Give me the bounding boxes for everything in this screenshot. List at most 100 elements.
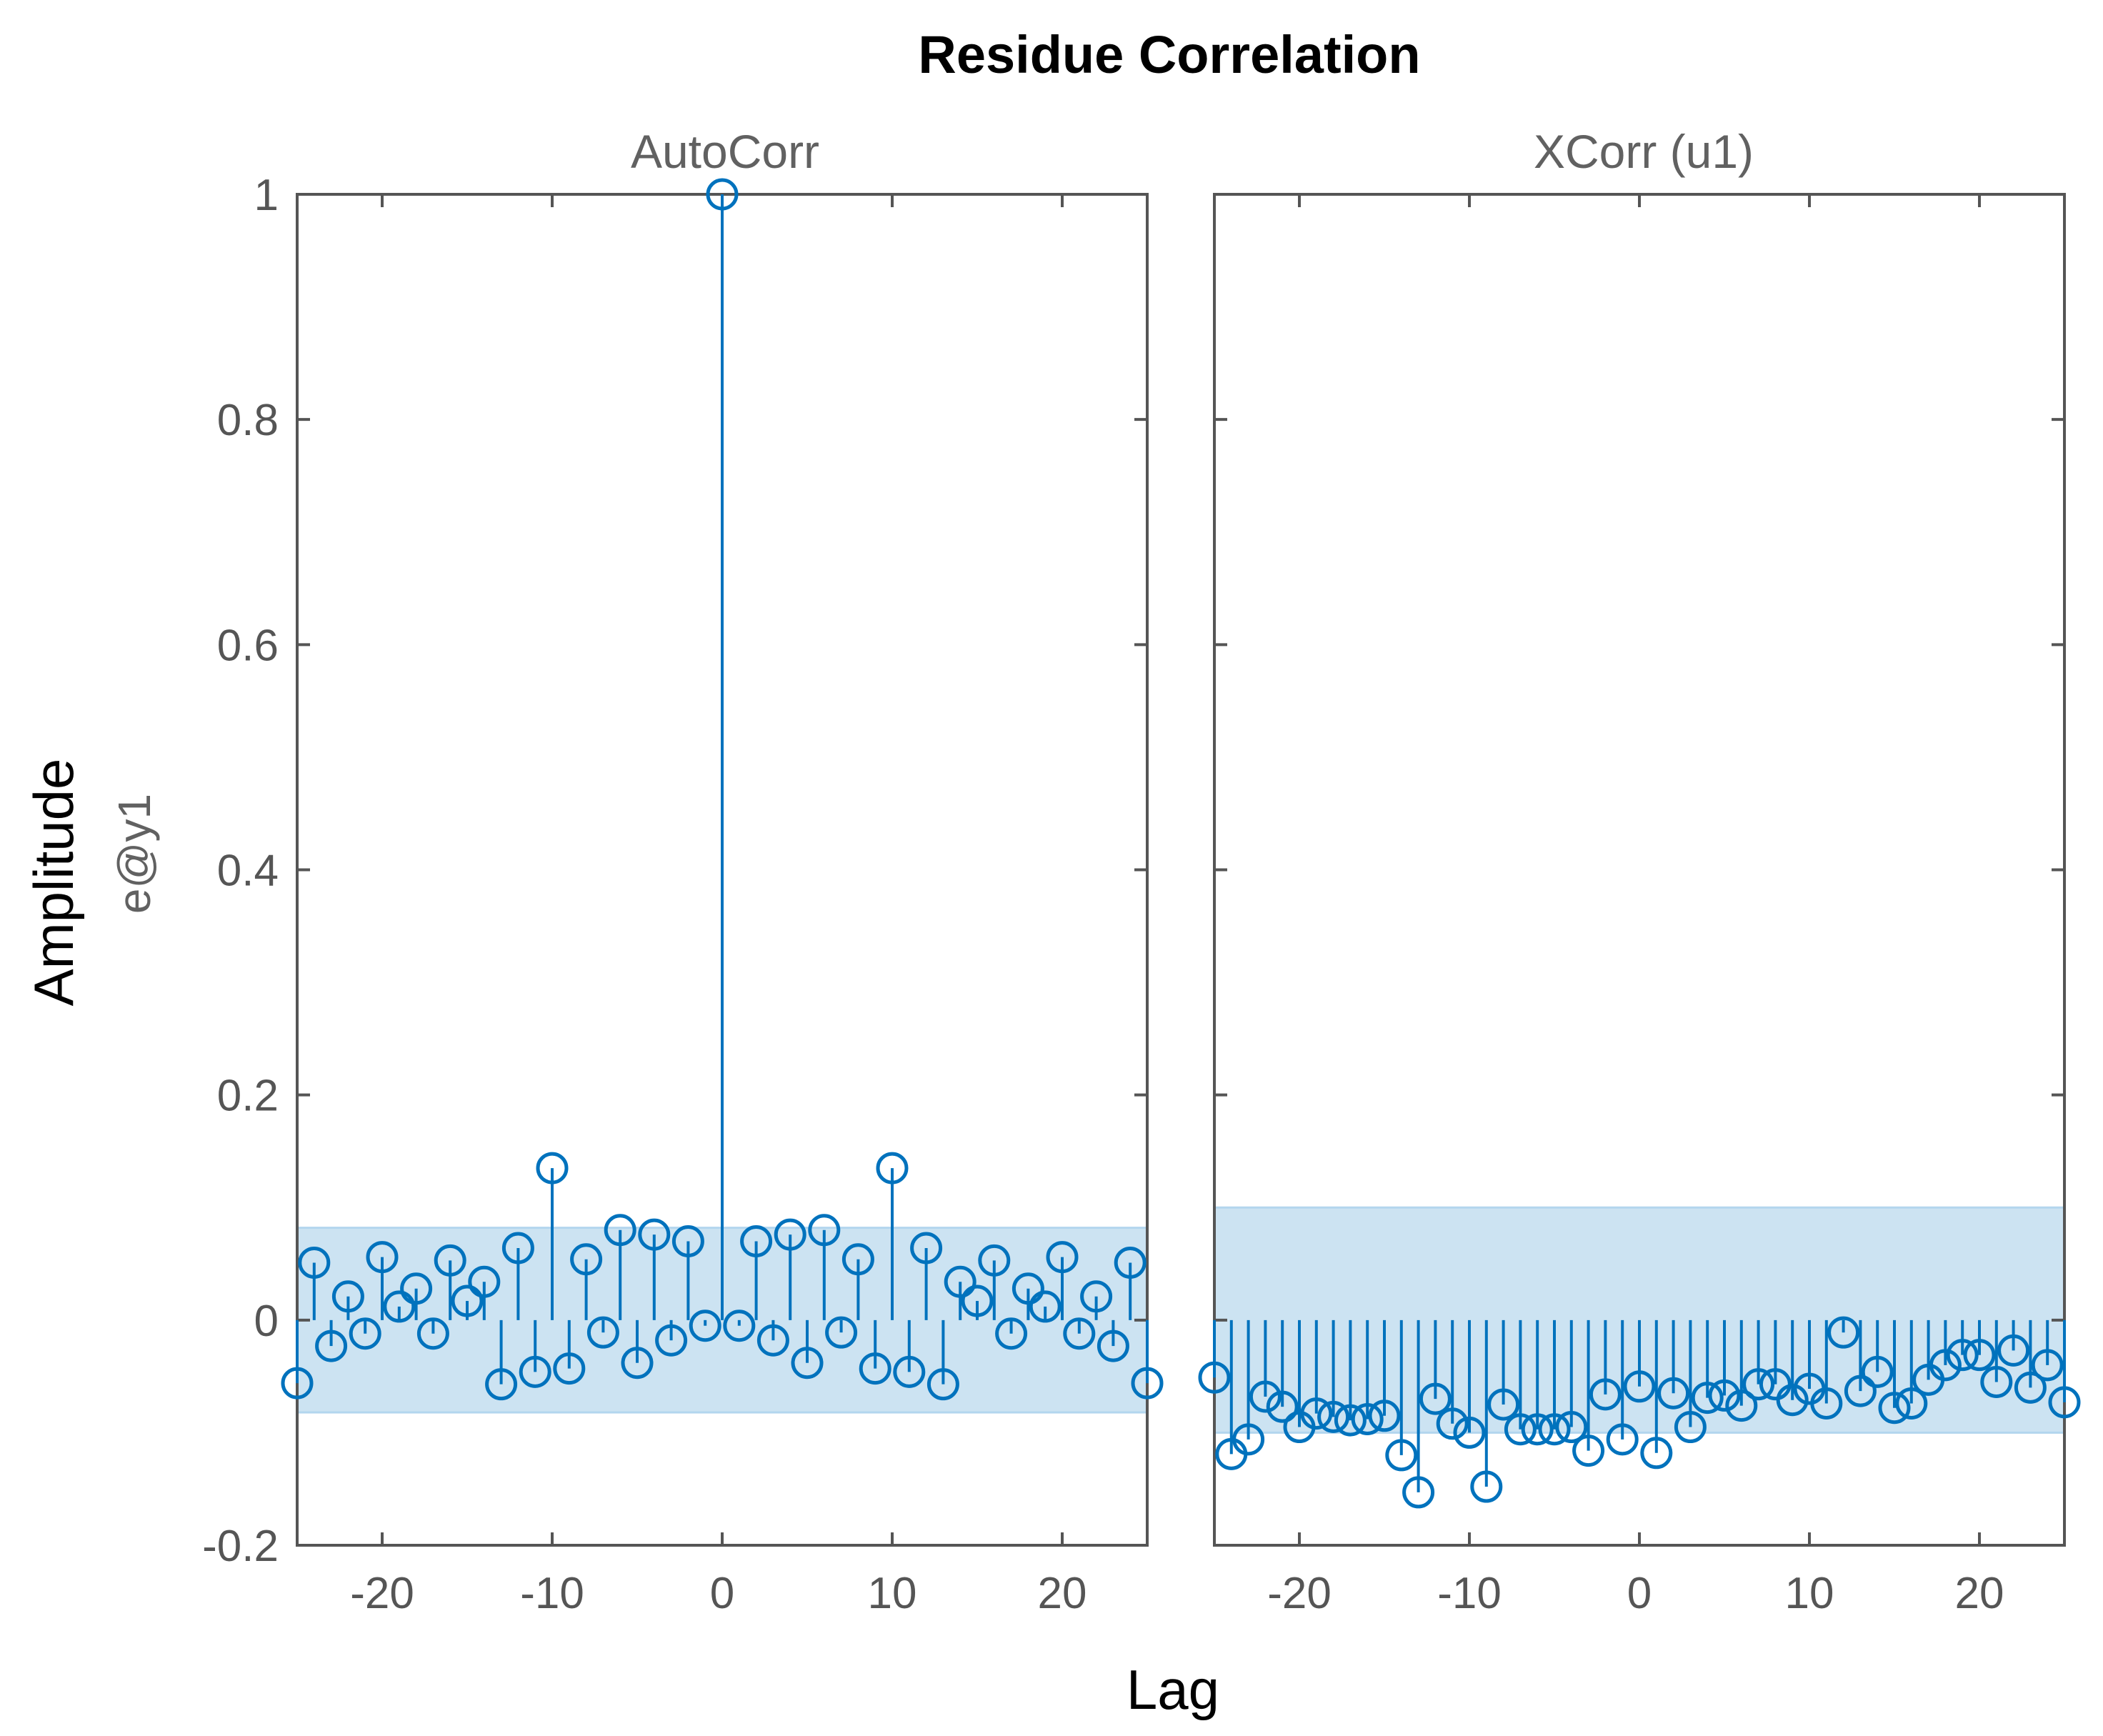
panel-title-xcorr: XCorr (u1) [1534,125,1754,178]
stem-marker [893,1355,926,1388]
stem-marker [1623,1370,1656,1403]
y-tick-label: 0 [254,1297,279,1346]
stem-marker [740,1225,773,1258]
stem-marker [756,1324,789,1357]
stem-marker [434,1244,466,1277]
stem-marker [841,1243,874,1276]
stem-marker [416,1317,449,1350]
x-axis-label: Lag [1127,1658,1219,1721]
stem-marker [1827,1316,1860,1349]
stem-marker [808,1214,841,1247]
stem-marker [1895,1387,1928,1420]
stem-marker [876,1152,909,1184]
stem-marker [1402,1476,1435,1509]
stem-marker [2048,1386,2081,1419]
stem-marker [1436,1407,1469,1440]
stem-marker [1946,1339,1979,1372]
stem-marker [1131,1367,1164,1400]
stem-marker [961,1284,994,1317]
chart-title: Residue Correlation [918,25,1420,84]
stem-marker [1232,1423,1265,1456]
stem-marker [1453,1416,1486,1449]
stem-marker [1317,1400,1350,1433]
stem-marker [1929,1349,1962,1382]
stem-marker [2031,1349,2064,1382]
stem-marker [1114,1246,1147,1279]
stem-marker [586,1316,619,1349]
stem-marker [468,1265,501,1298]
stem-marker [638,1218,671,1251]
stem-marker [774,1218,806,1251]
stem-marker [485,1368,518,1401]
stem-marker [1300,1397,1333,1430]
stem-marker [1487,1388,1520,1421]
x-tick-label: -20 [350,1569,414,1618]
stem-marker [944,1265,976,1298]
stem-marker [1368,1400,1401,1432]
stem-marker [553,1352,586,1385]
x-tick-label: 20 [1038,1569,1087,1618]
stem-marker [1080,1280,1113,1313]
x-tick-label: 10 [1785,1569,1834,1618]
stem-marker [1640,1437,1673,1470]
y-tick-label: 1 [254,171,279,220]
x-tick-label: 10 [868,1569,917,1618]
panel-title-autocorr: AutoCorr [631,125,819,178]
stem-marker [671,1225,704,1258]
stem-marker [1589,1378,1622,1411]
stem-marker [536,1152,569,1184]
stem-marker [1249,1380,1282,1413]
stem-marker [995,1317,1028,1350]
stem-marker [910,1232,943,1264]
stem-marker [1555,1411,1588,1444]
x-tick-label: -10 [1437,1569,1502,1618]
stem-marker [723,1310,756,1342]
stem-marker [1266,1390,1299,1423]
stem-marker [1470,1470,1503,1503]
stem-marker [331,1280,364,1313]
y-axis-sublabel: e@y1 [109,794,160,914]
stem-marker [621,1347,654,1380]
y-tick-label: 0.2 [217,1072,279,1121]
stem-marker [655,1324,688,1357]
stem-marker [1572,1435,1605,1467]
panel-xcorr: XCorr (u1) -20 -10 0 10 20 [1198,125,2081,1618]
stem-marker [1334,1404,1367,1437]
stem-marker [1097,1330,1129,1362]
y-tick-label: 0.4 [217,847,279,896]
stem-marker [1742,1368,1775,1401]
stem-marker [791,1347,824,1380]
stem-marker [689,1310,721,1342]
y-tick-label: 0.8 [217,396,279,445]
confidence-band-xcorr [1213,1206,2066,1434]
stem-marker [281,1367,314,1400]
stem-marker [1521,1413,1554,1446]
stem-marker [501,1232,534,1264]
stem-marker [1674,1411,1707,1444]
stem-marker [1198,1361,1231,1394]
stem-marker [1708,1379,1741,1412]
stem-marker [1980,1366,2013,1399]
stem-marker [519,1355,551,1388]
x-tick-label: -20 [1267,1569,1332,1618]
stem-marker [1011,1272,1044,1305]
stem-marker [1606,1423,1639,1456]
stem-marker [1046,1241,1079,1274]
stem-marker [1861,1355,1894,1388]
stem-marker [926,1368,959,1401]
stem-marker [1878,1392,1911,1425]
stem-marker [1657,1377,1690,1410]
stem-marker [978,1244,1011,1277]
stem-marker [1538,1413,1571,1446]
stem-marker [604,1214,636,1247]
stem-marker [1844,1375,1877,1407]
stem-marker [1725,1390,1758,1422]
x-tick-label: 20 [1955,1569,2004,1618]
stem-marker [366,1241,399,1274]
panel-autocorr: AutoCorr -0.2 0 0.2 0.4 0.6 0.8 1 -20 -10 0 10 20 [202,125,1164,1618]
x-tick-label: 0 [1627,1569,1652,1618]
stem-marker [383,1290,416,1323]
stem-marker [1385,1439,1418,1472]
stem-marker [400,1272,433,1305]
